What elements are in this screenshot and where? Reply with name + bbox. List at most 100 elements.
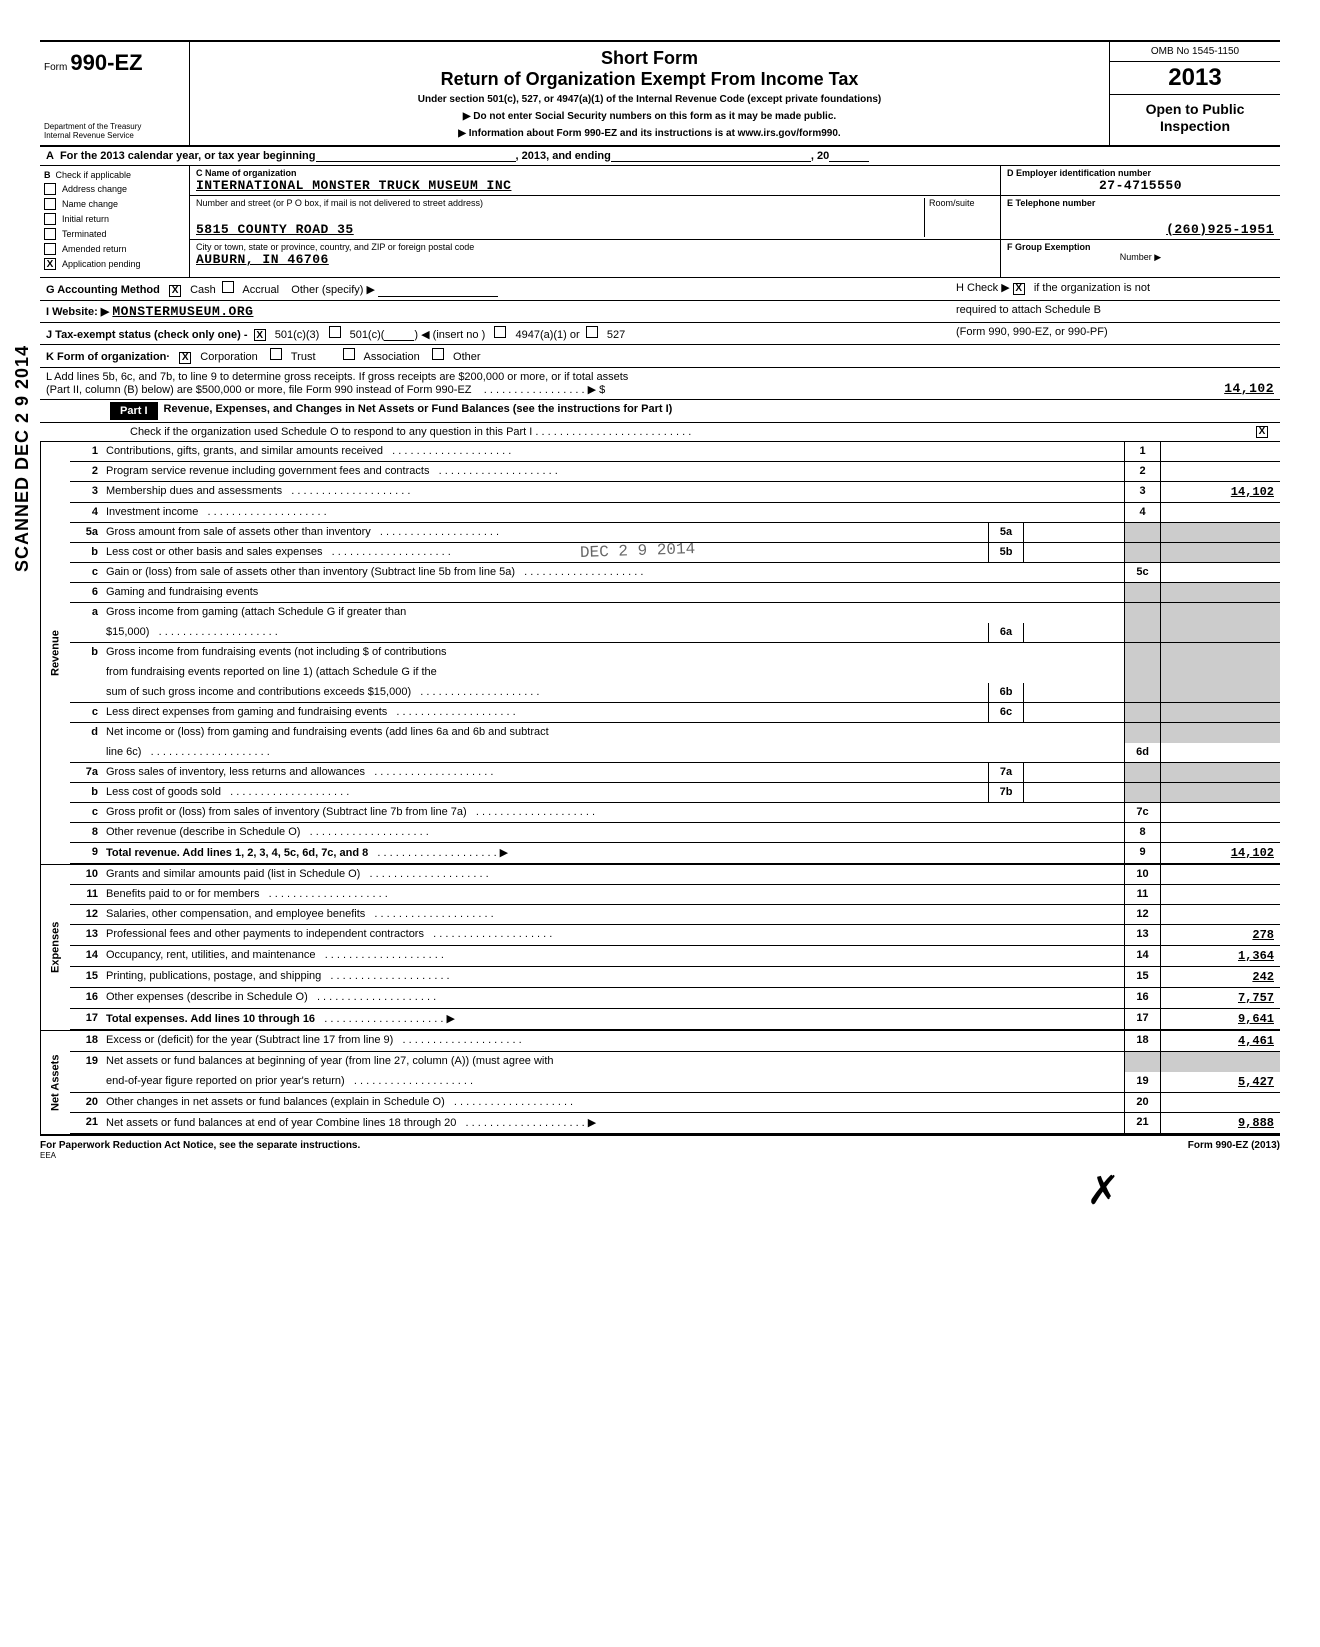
line-text: Program service revenue including govern… xyxy=(104,462,1124,481)
checkbox-accrual[interactable] xyxy=(222,281,234,293)
year-suffix-input[interactable] xyxy=(829,150,869,162)
line-amount[interactable] xyxy=(1160,1093,1280,1112)
checkbox-name-change[interactable] xyxy=(44,198,56,210)
line-text: Salaries, other compensation, and employ… xyxy=(104,905,1124,924)
checkbox-app-pending[interactable]: X xyxy=(44,258,56,270)
line-amount[interactable] xyxy=(1160,823,1280,842)
section-b-checkboxes: B Check if applicable Address change Nam… xyxy=(40,166,190,277)
line-box-number xyxy=(1124,603,1160,623)
line-amount[interactable] xyxy=(1160,803,1280,822)
line-amount[interactable]: 9,641 xyxy=(1160,1009,1280,1029)
line-box-number xyxy=(1124,643,1160,663)
line-amount[interactable] xyxy=(1160,865,1280,884)
checkbox-corporation[interactable]: X xyxy=(179,352,191,364)
line-amount[interactable]: 14,102 xyxy=(1160,843,1280,863)
form-number: 990-EZ xyxy=(70,50,142,75)
form-line: 18Excess or (deficit) for the year (Subt… xyxy=(70,1031,1280,1052)
year-begin-input[interactable] xyxy=(316,150,516,162)
line-amount[interactable] xyxy=(1160,462,1280,481)
line-number: 21 xyxy=(70,1113,104,1133)
line-amount[interactable] xyxy=(1160,905,1280,924)
checkbox-address-change[interactable] xyxy=(44,183,56,195)
year-end-input[interactable] xyxy=(611,150,811,162)
line-amount[interactable]: 7,757 xyxy=(1160,988,1280,1008)
section-c-org-info: C Name of organization INTERNATIONAL MON… xyxy=(190,166,1000,277)
short-form-label: Short Form xyxy=(200,48,1099,69)
checkbox-terminated[interactable] xyxy=(44,228,56,240)
line-amount[interactable]: 4,461 xyxy=(1160,1031,1280,1051)
inner-amount[interactable] xyxy=(1024,623,1124,642)
line-number: 10 xyxy=(70,865,104,884)
part-1-title: Revenue, Expenses, and Changes in Net As… xyxy=(158,400,679,422)
phone: (260)925-1951 xyxy=(1007,222,1274,237)
inner-amount[interactable] xyxy=(1024,763,1124,782)
line-text: $15,000) . . . . . . . . . . . . . . . .… xyxy=(104,623,988,642)
line-amount[interactable] xyxy=(1160,503,1280,522)
line-amount[interactable] xyxy=(1160,442,1280,461)
line-amount xyxy=(1160,543,1280,562)
line-amount[interactable]: 14,102 xyxy=(1160,482,1280,502)
checkbox-501c[interactable] xyxy=(329,326,341,338)
checkbox-other-org[interactable] xyxy=(432,348,444,360)
city-state-zip: AUBURN, IN 46706 xyxy=(196,252,994,267)
line-text: Gross sales of inventory, less returns a… xyxy=(104,763,988,782)
line-box-number xyxy=(1124,723,1160,743)
line-amount[interactable] xyxy=(1160,885,1280,904)
form-line: 16Other expenses (describe in Schedule O… xyxy=(70,988,1280,1009)
line-number: 9 xyxy=(70,843,104,863)
form-line: end-of-year figure reported on prior yea… xyxy=(70,1072,1280,1093)
inner-amount[interactable] xyxy=(1024,523,1124,542)
line-amount[interactable]: 1,364 xyxy=(1160,946,1280,966)
form-line: aGross income from gaming (attach Schedu… xyxy=(70,603,1280,623)
net-assets-section: Net Assets 18Excess or (deficit) for the… xyxy=(40,1030,1280,1134)
inner-line-box: 6c xyxy=(988,703,1024,722)
line-number xyxy=(70,663,104,683)
line-amount[interactable]: 242 xyxy=(1160,967,1280,987)
inner-amount[interactable] xyxy=(1024,703,1124,722)
ein: 27-4715550 xyxy=(1007,178,1274,193)
form-line: line 6c) . . . . . . . . . . . . . . . .… xyxy=(70,743,1280,763)
line-text: Investment income . . . . . . . . . . . … xyxy=(104,503,1124,522)
inner-amount[interactable] xyxy=(1024,543,1124,562)
line-text: Gross income from gaming (attach Schedul… xyxy=(104,603,1124,623)
line-amount[interactable]: 9,888 xyxy=(1160,1113,1280,1133)
line-box-number xyxy=(1124,1052,1160,1072)
instruction-line-2: ▶ Information about Form 990-EZ and its … xyxy=(200,128,1099,139)
line-amount[interactable] xyxy=(1160,743,1280,762)
checkbox-initial-return[interactable] xyxy=(44,213,56,225)
inner-amount[interactable] xyxy=(1024,783,1124,802)
line-box-number: 13 xyxy=(1124,925,1160,945)
checkbox-association[interactable] xyxy=(343,348,355,360)
line-number: c xyxy=(70,563,104,582)
line-number: b xyxy=(70,643,104,663)
checkbox-cash[interactable]: X xyxy=(169,285,181,297)
line-text: Occupancy, rent, utilities, and maintena… xyxy=(104,946,1124,966)
form-line: 19Net assets or fund balances at beginni… xyxy=(70,1052,1280,1072)
website: MONSTERMUSEUM.ORG xyxy=(112,304,253,319)
line-amount[interactable]: 278 xyxy=(1160,925,1280,945)
line-amount xyxy=(1160,663,1280,683)
checkbox-527[interactable] xyxy=(586,326,598,338)
checkbox-h-schedule-b[interactable]: X xyxy=(1013,283,1025,295)
form-line: 6Gaming and fundraising events xyxy=(70,583,1280,603)
line-box-number: 20 xyxy=(1124,1093,1160,1112)
form-line: cGain or (loss) from sale of assets othe… xyxy=(70,563,1280,583)
line-text: Contributions, gifts, grants, and simila… xyxy=(104,442,1124,461)
inner-amount[interactable] xyxy=(1024,683,1124,702)
accounting-other-input[interactable] xyxy=(378,285,498,297)
line-amount[interactable] xyxy=(1160,563,1280,582)
form-line: 15Printing, publications, postage, and s… xyxy=(70,967,1280,988)
line-text: Professional fees and other payments to … xyxy=(104,925,1124,945)
checkbox-schedule-o[interactable]: X xyxy=(1256,426,1268,438)
line-text: Less cost of goods sold . . . . . . . . … xyxy=(104,783,988,802)
line-amount[interactable]: 5,427 xyxy=(1160,1072,1280,1092)
line-text: Other revenue (describe in Schedule O) .… xyxy=(104,823,1124,842)
checkbox-amended[interactable] xyxy=(44,243,56,255)
checkbox-501c3[interactable]: X xyxy=(254,329,266,341)
checkbox-trust[interactable] xyxy=(270,348,282,360)
line-box-number xyxy=(1124,663,1160,683)
form-line: 14Occupancy, rent, utilities, and mainte… xyxy=(70,946,1280,967)
line-text: Excess or (deficit) for the year (Subtra… xyxy=(104,1031,1124,1051)
checkbox-4947[interactable] xyxy=(494,326,506,338)
line-text: end-of-year figure reported on prior yea… xyxy=(104,1072,1124,1092)
